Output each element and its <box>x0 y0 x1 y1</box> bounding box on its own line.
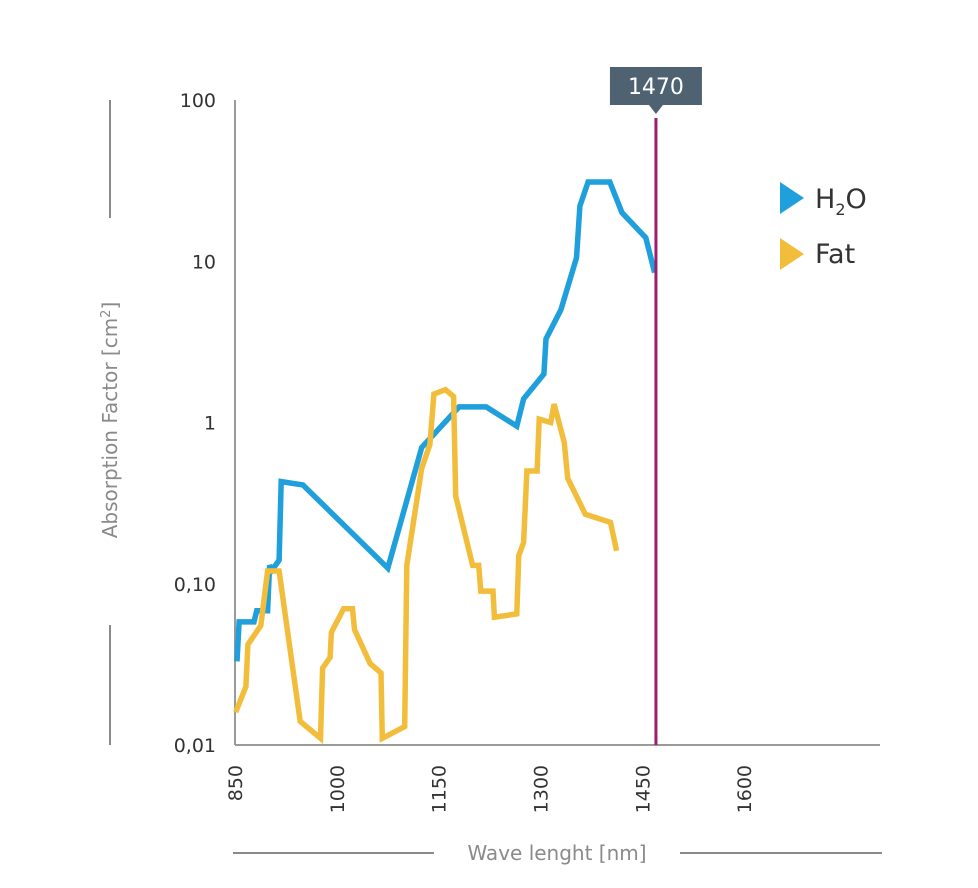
series-line-fat <box>233 386 620 745</box>
x-axis-title: Wave lenght [nm] <box>467 841 646 865</box>
y-tick-label: 10 <box>192 251 216 273</box>
x-tick-label: 1450 <box>632 765 654 813</box>
y-tick-label: 0,01 <box>174 735 216 757</box>
x-tick-label: 1300 <box>531 765 553 813</box>
legend-fat-label: Fat <box>815 239 855 270</box>
legend: H2O Fat <box>780 182 867 270</box>
series-line-h2o <box>234 179 658 662</box>
y-tick-label: 0,10 <box>174 574 216 596</box>
x-tick-labels: 850 1000 1150 1300 1450 1600 <box>225 765 756 813</box>
y-tick-label: 100 <box>180 90 216 112</box>
marker-badge <box>609 67 702 114</box>
x-tick-label: 850 <box>225 765 247 801</box>
y-tick-label: 1 <box>204 413 216 435</box>
legend-fat-arrow-icon <box>780 238 804 270</box>
legend-h2o-label: H2O <box>815 184 867 219</box>
legend-h2o-arrow-icon <box>780 182 804 214</box>
series-lines <box>233 179 658 745</box>
marker-label: 1470 <box>628 75 684 100</box>
x-tick-label: 1600 <box>734 765 756 813</box>
y-tick-labels: 100 10 1 0,10 0,01 <box>174 90 216 757</box>
x-tick-label: 1150 <box>429 765 451 813</box>
wavelength-marker: 1470 <box>609 67 702 745</box>
x-tick-label: 1000 <box>327 765 349 813</box>
y-axis-title: Absorption Factor [cm2] <box>98 302 122 539</box>
